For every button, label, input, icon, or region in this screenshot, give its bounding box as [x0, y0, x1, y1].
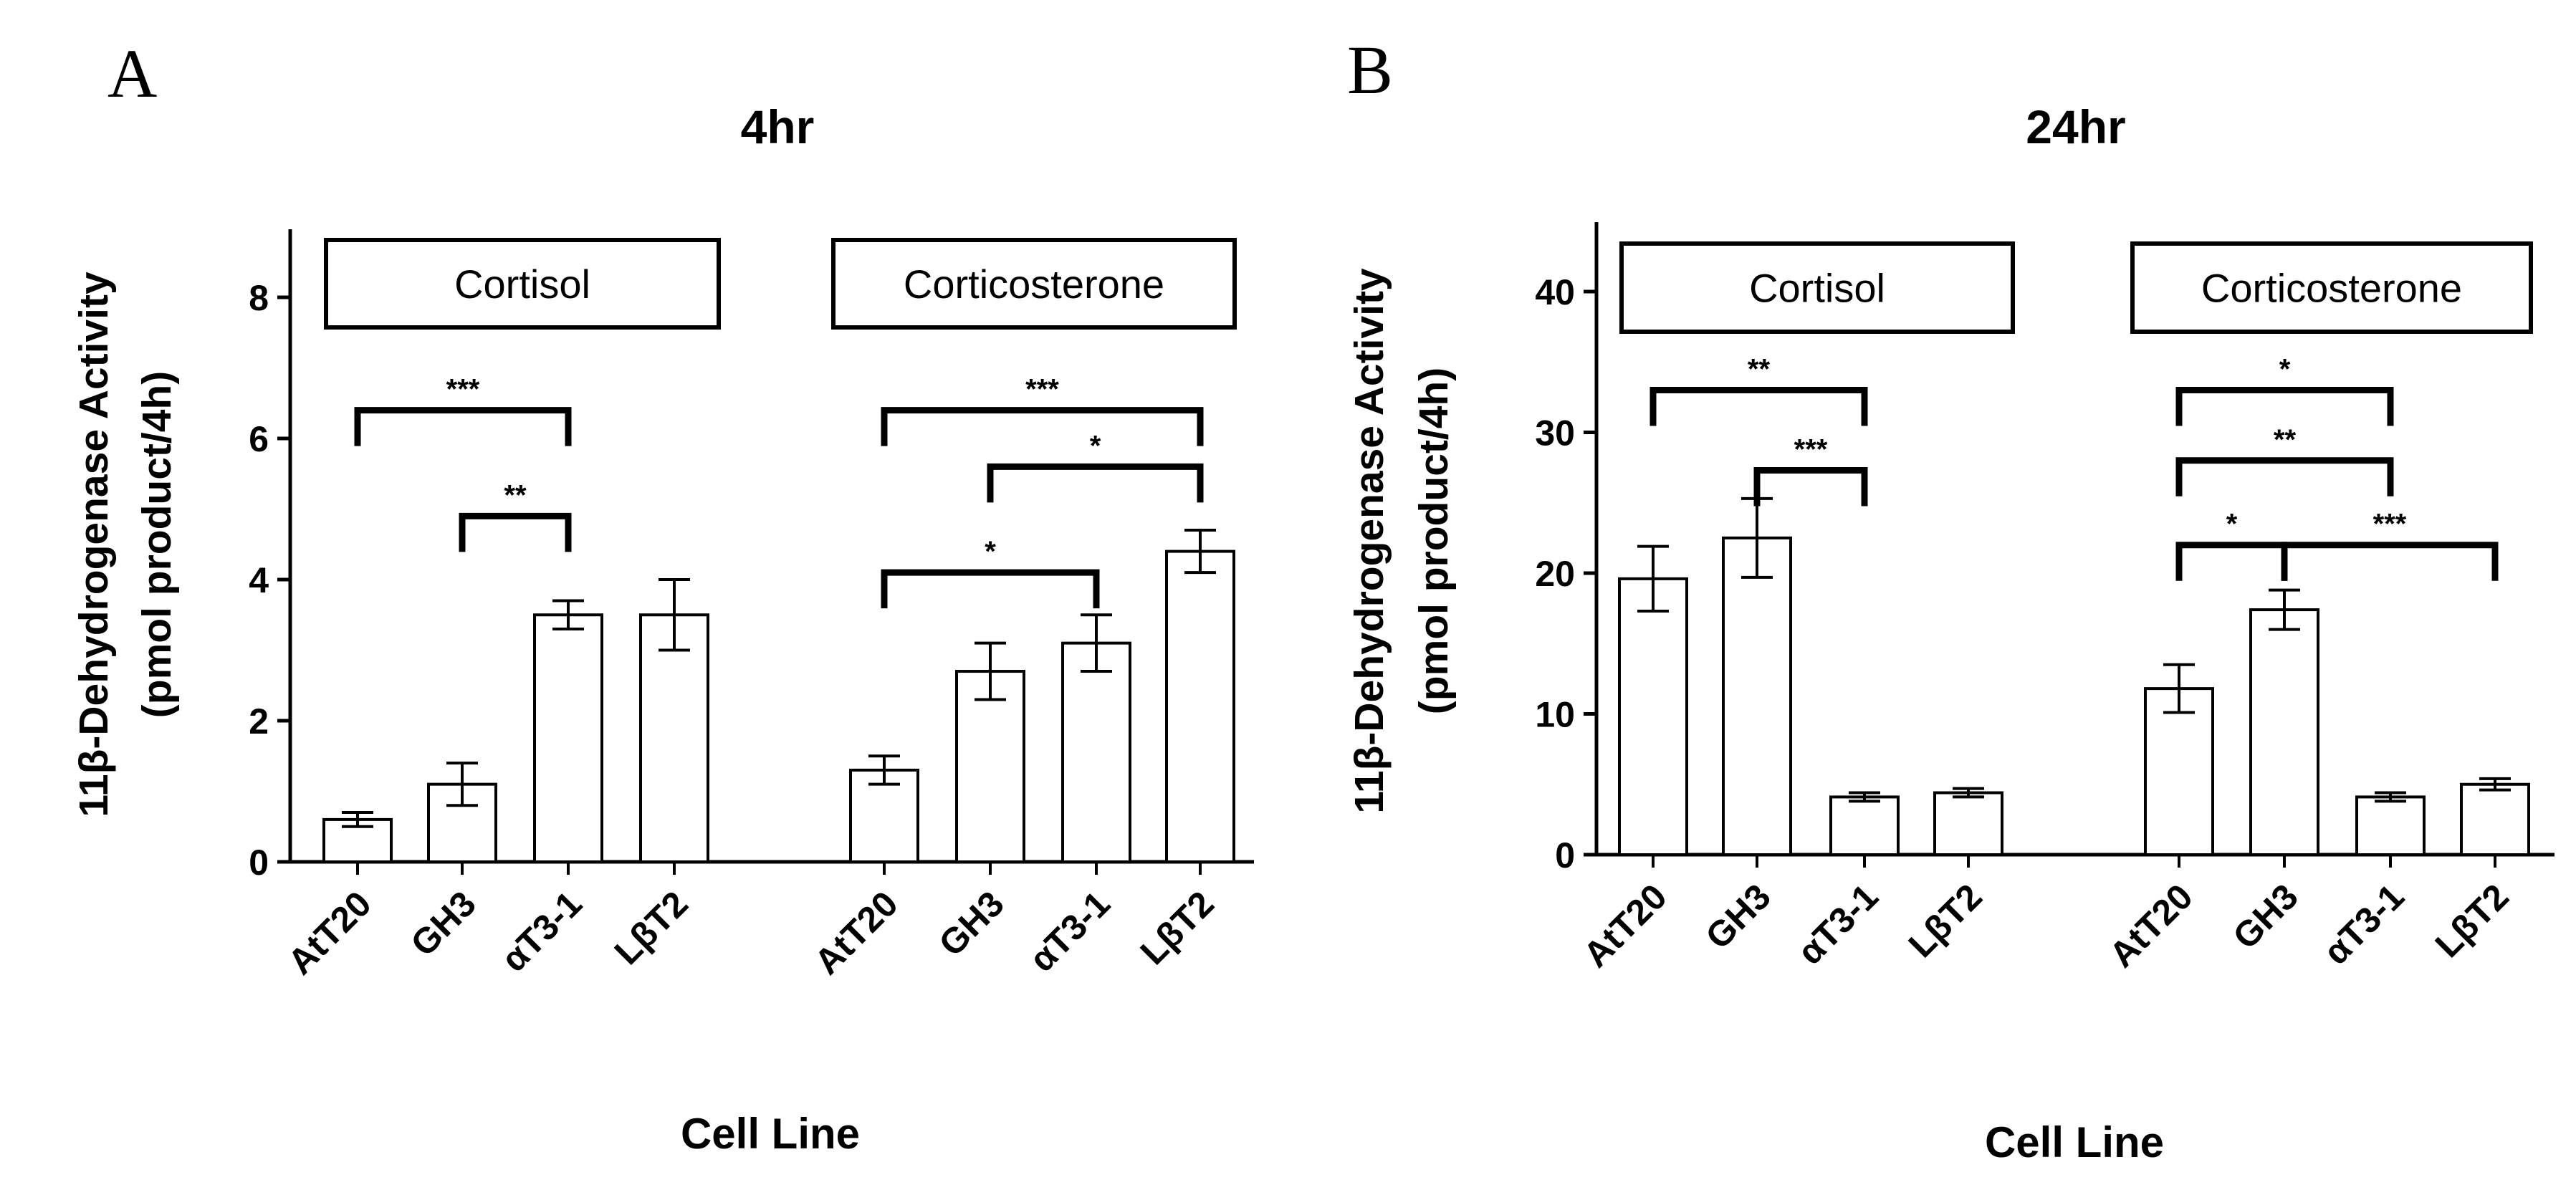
panel-B-group-label: Corticosterone: [2201, 266, 2462, 311]
panel-B-category-label: αT3-1: [2316, 876, 2412, 972]
panel-A-bar: [955, 670, 1025, 863]
panel-A-y-title-line-1: 11β-Dehydrogenase Activity: [71, 272, 117, 817]
panel-A-group-label: Corticosterone: [904, 261, 1164, 307]
panel-B-significance-bracket: [2175, 542, 2288, 581]
panel-B-letter: B: [1347, 32, 1393, 108]
panel-B-y-tick-label: 10: [1535, 695, 1575, 735]
panel-B-y-tick-label: 20: [1535, 554, 1575, 594]
panel-B-bar: [1618, 577, 1688, 856]
panel-B-category-label: GH3: [1698, 876, 1778, 956]
panel-A-bar: [639, 613, 709, 863]
panel-A-significance-bracket: [354, 407, 572, 446]
panel-A-category-label: αT3-1: [1022, 883, 1118, 979]
panel-B-significance-label: **: [1748, 354, 1771, 385]
panel-B-bar: [1722, 536, 1792, 856]
panel-A-category-label: LβT2: [1133, 883, 1222, 972]
panel-B-significance-bracket: [2175, 457, 2394, 496]
panel-A-category-label: GH3: [931, 883, 1011, 964]
panel-B-group-box: [2130, 241, 2533, 334]
panel-A-category-label: GH3: [403, 883, 483, 964]
panel-B-significance-bracket: [1753, 467, 1868, 507]
panel-B-significance-label: ***: [2373, 509, 2407, 540]
panel-A-bar: [1165, 549, 1235, 863]
panel-B-significance-label: ***: [1794, 434, 1828, 466]
panel-A-significance-label: *: [985, 536, 996, 567]
panel-A-bar: [533, 613, 603, 863]
panel-A-significance-label: *: [1090, 430, 1101, 461]
panel-A-category-label: AtT20: [280, 883, 379, 982]
panel-B-bar: [2355, 795, 2426, 857]
panel-B-bar: [1933, 791, 2003, 857]
panel-B-significance-bracket: [1649, 387, 1868, 426]
panel-B-significance-label: **: [2274, 424, 2297, 456]
panel-A-y-tick-label: 0: [249, 843, 269, 883]
panel-B-title: 24hr: [2026, 100, 2125, 153]
panel-A-category-label: AtT20: [807, 883, 906, 982]
panel-A-significance-label: **: [504, 479, 527, 511]
panel-B-significance-label: *: [2279, 354, 2291, 385]
panel-B: B 24hr 0 10 20 30 40 11β-Dehydrogenase Activity…: [1346, 32, 2555, 1166]
panel-B-bar: [2460, 782, 2530, 856]
panel-B-significance-bracket: [2175, 387, 2394, 426]
panel-A-y-tick-label: 2: [249, 701, 269, 741]
panel-A-significance-label: ***: [446, 374, 480, 405]
panel-B-y-tick-label: 30: [1535, 413, 1575, 453]
panel-A-category-label: αT3-1: [494, 883, 590, 979]
panel-A-y-title-line-2: (pmol product/4h): [134, 371, 180, 718]
panel-B-category-label: AtT20: [2102, 876, 2201, 975]
panel-A-y-tick-label: 8: [249, 278, 269, 318]
panel-B-category-label: GH3: [2225, 876, 2305, 956]
panel-A-letter: A: [107, 35, 157, 112]
panel-A-group-box: [831, 238, 1237, 330]
panel-A-group-label: Cortisol: [454, 261, 590, 307]
panel-A-significance-bracket: [459, 512, 572, 552]
panel-B-y-title-line-2: (pmol product/4h): [1411, 368, 1457, 714]
panel-B-bar: [1829, 795, 1900, 857]
panel-A-significance-bracket: [881, 569, 1100, 609]
panel-B-y-tick-label: 40: [1535, 272, 1575, 312]
panel-B-group-label: Cortisol: [1749, 266, 1885, 311]
panel-A-x-title: Cell Line: [681, 1110, 860, 1158]
panel-B-significance-label: *: [2226, 509, 2238, 540]
panel-B-significance-bracket: [2281, 542, 2499, 581]
panel-B-y-tick-label: 0: [1555, 835, 1575, 875]
panel-A: A 4hr 0 2 4 6 8 11β-Dehydrogenase Activity (pmol…: [71, 35, 1254, 1158]
panel-B-bar: [2249, 608, 2319, 857]
panel-B-group-box: [1619, 241, 2015, 334]
panel-A-significance-bracket: [987, 463, 1204, 503]
panel-A-title: 4hr: [741, 100, 815, 153]
panel-A-bar: [1061, 641, 1131, 864]
panel-B-category-label: AtT20: [1576, 876, 1675, 975]
panel-A-significance-label: ***: [1025, 374, 1059, 405]
panel-B-category-label: LβT2: [2428, 876, 2517, 965]
panel-A-significance-bracket: [881, 407, 1204, 446]
panel-B-y-title-line-1: 11β-Dehydrogenase Activity: [1346, 268, 1392, 814]
panel-B-x-title: Cell Line: [1985, 1118, 2164, 1166]
panel-A-category-label: LβT2: [607, 883, 696, 972]
panel-B-category-label: LβT2: [1901, 876, 1990, 965]
panel-B-category-label: αT3-1: [1790, 876, 1886, 972]
panel-A-group-box: [324, 238, 721, 330]
panel-A-y-tick-label: 4: [249, 560, 269, 600]
panel-A-y-tick-label: 6: [249, 419, 269, 459]
